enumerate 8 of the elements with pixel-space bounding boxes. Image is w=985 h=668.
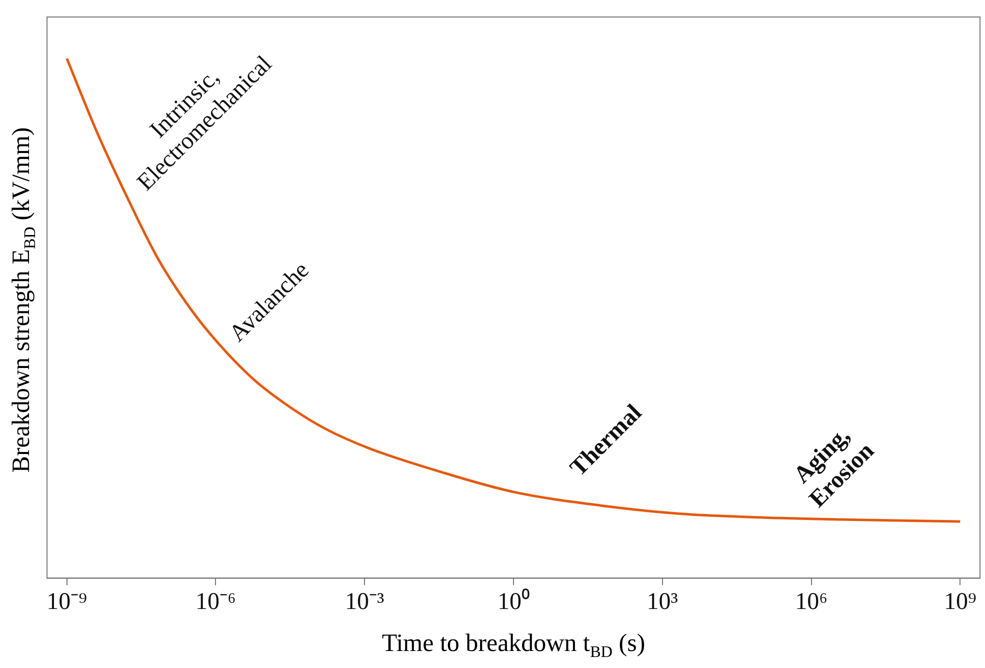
x-tick-label: 10⁻³: [345, 588, 384, 615]
x-tick-label: 10³: [646, 588, 678, 615]
x-tick-label: 10⁶: [795, 588, 828, 615]
x-tick-label: 10⁻⁹: [46, 588, 88, 615]
x-tick-label: 10⁻⁶: [196, 588, 236, 615]
x-tick-label: 10⁹: [944, 588, 976, 615]
x-axis-title: Time to breakdown t$_{BD}$ (s): [380, 630, 646, 662]
x-tick-label: 10⁰: [498, 588, 530, 615]
